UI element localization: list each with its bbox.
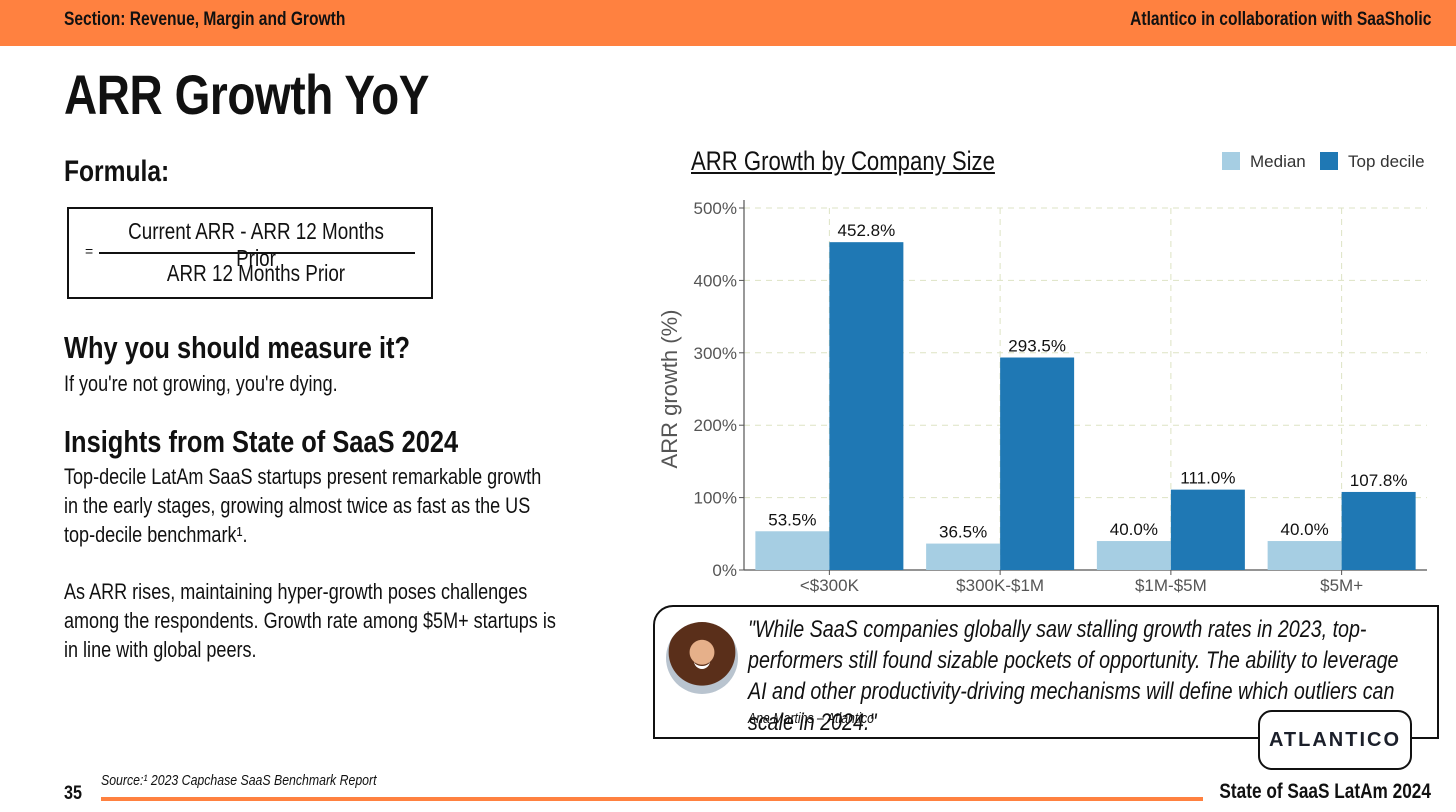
y-tick-label: 400% xyxy=(694,271,737,290)
bar-median xyxy=(1096,541,1171,570)
why-heading: Why you should measure it? xyxy=(64,330,411,365)
bar-top-decile xyxy=(829,242,904,570)
bar-chart: 0% 100% 200% 300% 400% 500% ARR growth (%) 53.5… xyxy=(657,199,1427,595)
source-note: Source:¹ 2023 Capchase SaaS Benchmark Re… xyxy=(101,772,377,789)
x-tick-label: $5M+ xyxy=(1320,576,1363,595)
bar-top-decile xyxy=(1000,357,1075,570)
page-number: 35 xyxy=(64,783,82,804)
data-label: 107.8% xyxy=(1350,471,1408,490)
bar-median xyxy=(926,543,1001,570)
fraction-bar xyxy=(99,252,415,254)
legend-label-median: Median xyxy=(1250,152,1306,171)
bar-median xyxy=(1267,541,1342,570)
legend-swatch-median xyxy=(1222,152,1240,170)
legend-item-median: Median xyxy=(1222,152,1306,172)
formula-denominator: ARR 12 Months Prior xyxy=(166,260,346,286)
data-label: 452.8% xyxy=(838,221,896,240)
y-axis-label: ARR growth (%) xyxy=(657,310,682,469)
y-tick-label: 0% xyxy=(712,561,737,580)
formula-numerator: Current ARR - ARR 12 Months Prior xyxy=(128,218,384,271)
quote-box xyxy=(653,605,1439,739)
data-label: 40.0% xyxy=(1281,520,1329,539)
x-tick-label: <$300K xyxy=(800,576,860,595)
page-title: ARR Growth YoY xyxy=(64,63,430,126)
legend-swatch-top-decile xyxy=(1320,152,1338,170)
collab-label: Atlantico in collaboration with SaaSholi… xyxy=(1129,9,1431,30)
x-tick-label: $1M-$5M xyxy=(1135,576,1207,595)
insights-heading: Insights from State of SaaS 2024 xyxy=(64,424,459,459)
data-label: 293.5% xyxy=(1008,337,1066,356)
x-tick-label: $300K-$1M xyxy=(956,576,1044,595)
data-label: 40.0% xyxy=(1110,520,1158,539)
section-label: Section: Revenue, Margin and Growth xyxy=(64,9,346,30)
chart-title: ARR Growth by Company Size xyxy=(691,146,995,176)
insights-paragraph-2: As ARR rises, maintaining hyper-growth p… xyxy=(64,579,556,662)
data-label: 111.0% xyxy=(1180,469,1235,488)
insights-paragraph-1: Top-decile LatAm SaaS startups present r… xyxy=(64,464,542,547)
data-label: 53.5% xyxy=(768,510,816,529)
bar-median xyxy=(755,531,830,570)
legend-item-top-decile: Top decile xyxy=(1320,152,1425,172)
y-tick-label: 300% xyxy=(694,344,737,363)
legend-label-top-decile: Top decile xyxy=(1348,152,1425,171)
bar-top-decile xyxy=(1170,489,1245,570)
data-label: 36.5% xyxy=(939,523,987,542)
y-tick-label: 500% xyxy=(694,199,737,218)
atlantico-logo: ATLANTICO xyxy=(1258,710,1412,770)
formula-equals: = xyxy=(85,243,94,259)
y-tick-label: 100% xyxy=(694,489,737,508)
author-avatar xyxy=(666,622,738,694)
why-text: If you're not growing, you're dying. xyxy=(64,371,338,396)
report-name: State of SaaS LatAm 2024 xyxy=(1219,780,1431,803)
header-bar: Section: Revenue, Margin and Growth Atla… xyxy=(0,0,1456,46)
bar-top-decile xyxy=(1341,491,1416,570)
quote-text: "While SaaS companies globally saw stall… xyxy=(748,616,1399,736)
quote-author: Ana Martins – Atlantico xyxy=(748,710,875,727)
formula-box: = Current ARR - ARR 12 Months Prior ARR … xyxy=(67,207,433,299)
formula-heading: Formula: xyxy=(64,155,170,188)
y-tick-label: 200% xyxy=(694,416,737,435)
footer-divider xyxy=(101,797,1203,801)
